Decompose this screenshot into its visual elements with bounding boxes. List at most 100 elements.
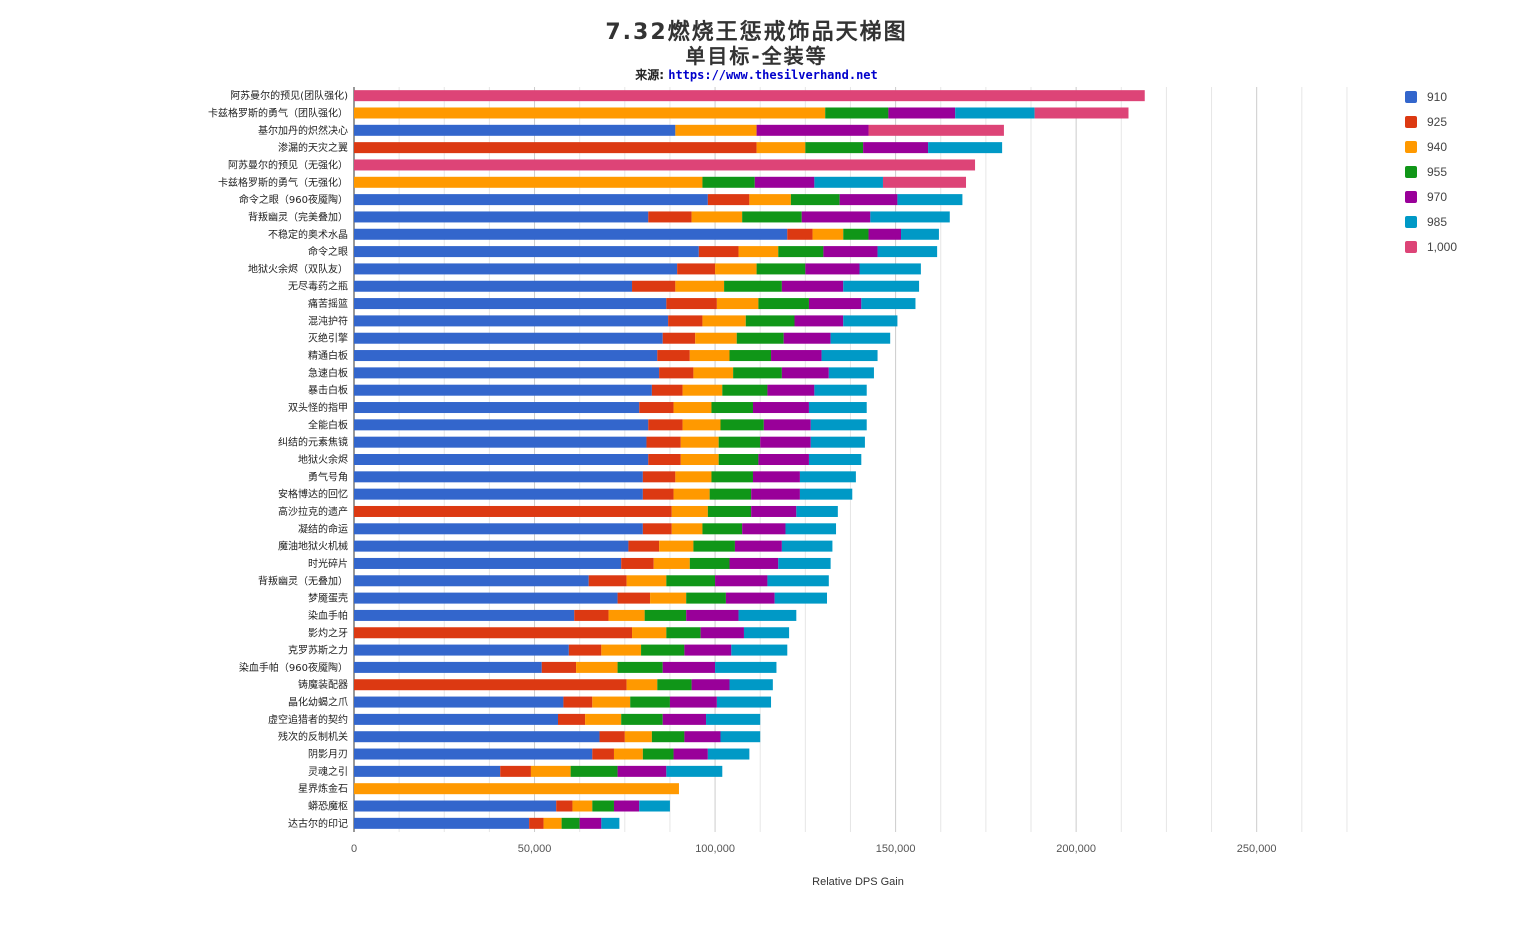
bar-segment-925[interactable] — [651, 384, 683, 396]
bar-segment-985[interactable] — [901, 228, 939, 240]
bar-segment-940[interactable] — [601, 644, 642, 656]
bar-segment-970[interactable] — [662, 713, 707, 725]
bar-segment-985[interactable] — [955, 107, 1035, 119]
bar-segment-940[interactable] — [695, 332, 737, 344]
bar-segment-970[interactable] — [752, 402, 809, 414]
bar-segment-985[interactable] — [814, 176, 883, 188]
bar-segment-925[interactable] — [588, 575, 627, 587]
bar-segment-970[interactable] — [783, 332, 831, 344]
bar-segment-925[interactable] — [628, 540, 660, 552]
bar-segment-985[interactable] — [774, 592, 828, 604]
bar-segment-925[interactable] — [787, 228, 813, 240]
bar-segment-970[interactable] — [725, 592, 775, 604]
bar-segment-970[interactable] — [801, 211, 871, 223]
bar-segment-955[interactable] — [722, 384, 768, 396]
bar-segment-985[interactable] — [716, 696, 772, 708]
bar-segment-940[interactable] — [659, 540, 694, 552]
bar-segment-910[interactable] — [354, 713, 559, 725]
bar-segment-925[interactable] — [558, 713, 586, 725]
bar-segment-970[interactable] — [684, 731, 721, 743]
bar-segment-985[interactable] — [814, 384, 867, 396]
bar-segment-955[interactable] — [711, 471, 753, 483]
bar-segment-970[interactable] — [700, 627, 744, 639]
bar-segment-925[interactable] — [677, 263, 716, 275]
bar-segment-955[interactable] — [758, 298, 809, 310]
bar-segment-925[interactable] — [592, 748, 614, 760]
bar-segment-910[interactable] — [354, 523, 643, 535]
bar-segment-910[interactable] — [354, 419, 649, 431]
bar-segment-940[interactable] — [693, 367, 734, 379]
source-url[interactable]: https://www.thesilverhand.net — [668, 68, 878, 82]
bar-segment-910[interactable] — [354, 332, 663, 344]
bar-segment-925[interactable] — [563, 696, 593, 708]
bar-segment-985[interactable] — [799, 471, 856, 483]
bar-segment-925[interactable] — [698, 246, 739, 258]
bar-segment-970[interactable] — [868, 228, 902, 240]
bar-segment-985[interactable] — [928, 142, 1003, 154]
bar-segment-985[interactable] — [601, 817, 620, 829]
bar-segment-925[interactable] — [642, 471, 676, 483]
bar-segment-940[interactable] — [812, 228, 844, 240]
bar-segment-955[interactable] — [592, 800, 614, 812]
bar-segment-940[interactable] — [624, 731, 652, 743]
bar-segment-955[interactable] — [742, 211, 802, 223]
bar-segment-985[interactable] — [843, 315, 898, 327]
bar-segment-955[interactable] — [707, 505, 752, 517]
bar-segment-955[interactable] — [693, 540, 735, 552]
bar-segment-940[interactable] — [671, 523, 703, 535]
bar-segment-940[interactable] — [756, 142, 806, 154]
bar-segment-925[interactable] — [666, 298, 717, 310]
bar-segment-940[interactable] — [673, 488, 710, 500]
bar-segment-985[interactable] — [666, 765, 723, 777]
bar-segment-940[interactable] — [671, 505, 708, 517]
bar-segment-940[interactable] — [354, 783, 679, 795]
bar-segment-925[interactable] — [642, 488, 674, 500]
bar-segment-970[interactable] — [662, 661, 716, 673]
bar-segment-985[interactable] — [715, 661, 777, 673]
bar-segment-985[interactable] — [861, 298, 916, 310]
bar-segment-955[interactable] — [720, 419, 764, 431]
bar-segment-955[interactable] — [689, 557, 730, 569]
bar-segment-925[interactable] — [648, 454, 681, 465]
bar-segment-955[interactable] — [702, 523, 743, 535]
bar-segment-955[interactable] — [666, 627, 701, 639]
bar-segment-910[interactable] — [354, 575, 589, 587]
legend-item[interactable]: 910 — [1405, 84, 1457, 109]
bar-segment-940[interactable] — [608, 609, 645, 621]
bar-segment-925[interactable] — [354, 679, 627, 691]
bar-segment-955[interactable] — [561, 817, 580, 829]
bar-segment-910[interactable] — [354, 644, 569, 656]
bar-segment-910[interactable] — [354, 592, 618, 604]
bar-segment-925[interactable] — [648, 419, 683, 431]
bar-segment-985[interactable] — [830, 332, 891, 344]
bar-segment-970[interactable] — [771, 350, 822, 362]
bar-segment-985[interactable] — [843, 280, 920, 292]
bar-segment-925[interactable] — [646, 436, 681, 448]
bar-segment-970[interactable] — [763, 419, 811, 431]
bar-segment-910[interactable] — [354, 800, 557, 812]
bar-segment-955[interactable] — [617, 661, 663, 673]
bar-segment-955[interactable] — [711, 402, 753, 414]
bar-segment-910[interactable] — [354, 661, 542, 673]
bar-segment-925[interactable] — [707, 194, 750, 206]
bar-segment-910[interactable] — [354, 748, 593, 760]
bar-segment-910[interactable] — [354, 298, 667, 310]
bar-segment-940[interactable] — [682, 419, 721, 431]
bar-segment-970[interactable] — [888, 107, 956, 119]
bar-segment-970[interactable] — [715, 575, 768, 587]
bar-segment-1000[interactable] — [354, 159, 976, 171]
bar-segment-985[interactable] — [796, 505, 838, 517]
bar-segment-985[interactable] — [738, 609, 797, 621]
bar-segment-985[interactable] — [821, 350, 878, 362]
bar-segment-910[interactable] — [354, 696, 564, 708]
bar-segment-985[interactable] — [859, 263, 921, 275]
bar-segment-970[interactable] — [669, 696, 717, 708]
bar-segment-955[interactable] — [657, 679, 692, 691]
bar-segment-955[interactable] — [736, 332, 784, 344]
bar-segment-1000[interactable] — [354, 90, 1145, 102]
bar-segment-910[interactable] — [354, 436, 647, 448]
bar-segment-910[interactable] — [354, 384, 652, 396]
bar-segment-925[interactable] — [574, 609, 609, 621]
bar-segment-1000[interactable] — [882, 176, 967, 188]
bar-segment-940[interactable] — [576, 661, 618, 673]
